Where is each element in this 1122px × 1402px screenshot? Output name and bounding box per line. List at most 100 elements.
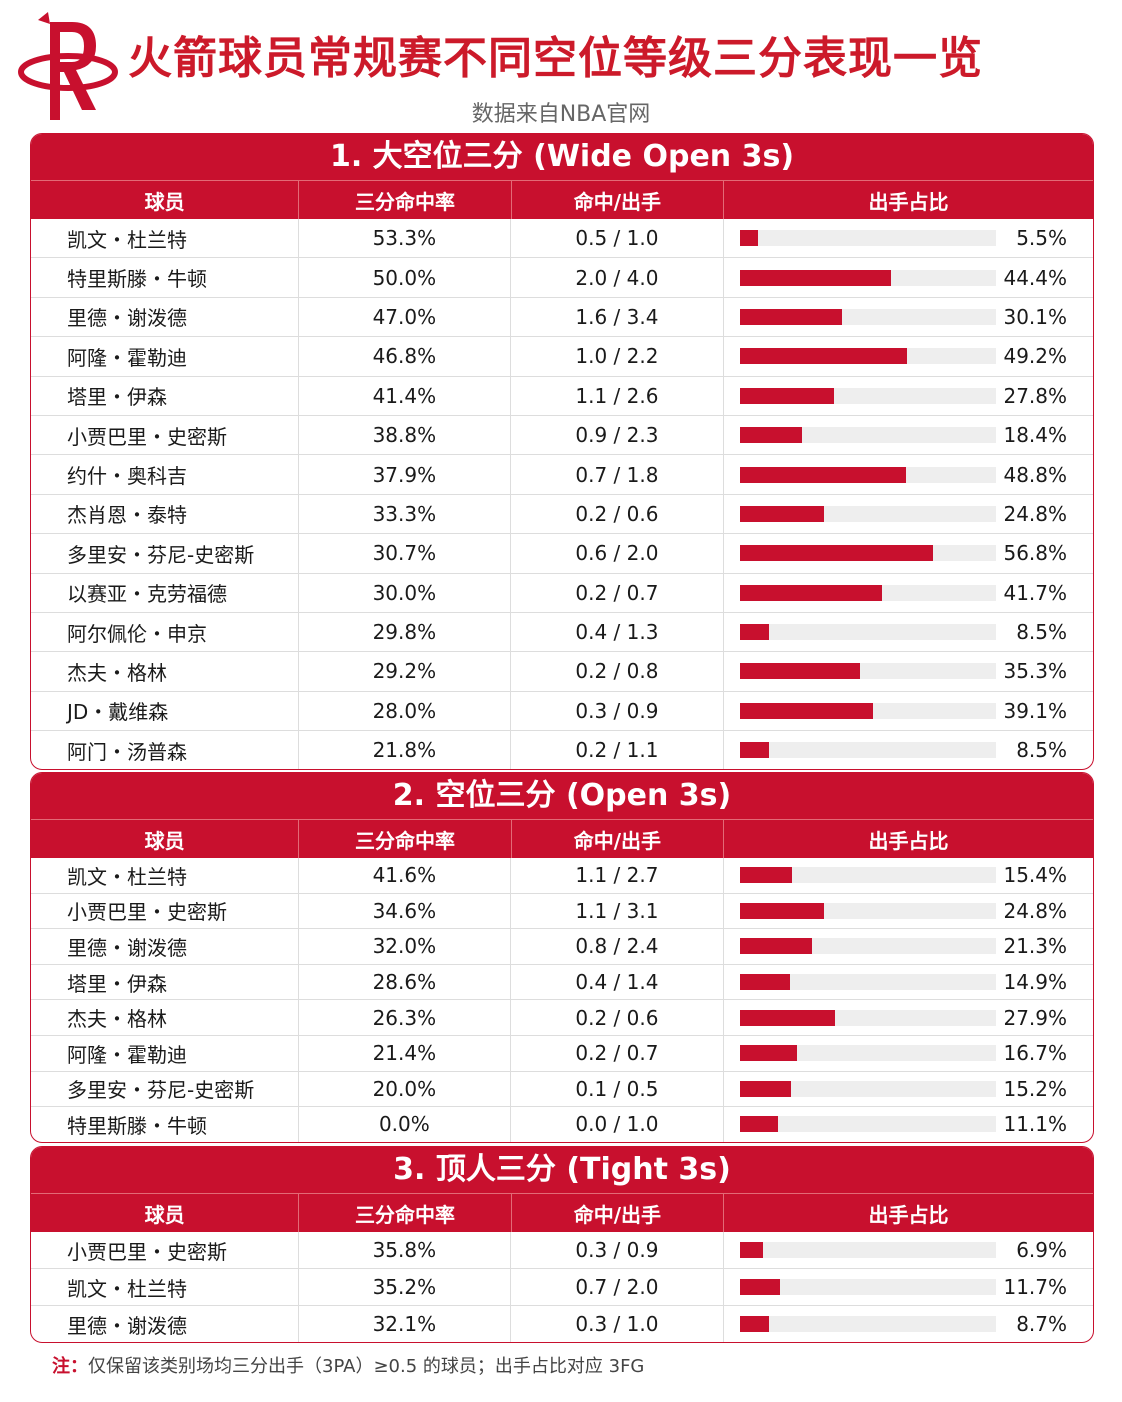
- shot-share-cell: 6.9%: [724, 1232, 1093, 1268]
- three-point-pct: 35.8%: [299, 1232, 512, 1268]
- player-name: 阿门・汤普森: [31, 731, 299, 770]
- three-point-pct: 28.0%: [299, 691, 512, 731]
- share-value-label: 14.9%: [1003, 970, 1068, 995]
- share-value-label: 11.7%: [1003, 1275, 1068, 1299]
- column-header-player: 球员: [31, 181, 300, 219]
- section-title: 1. 大空位三分 (Wide Open 3s): [31, 134, 1093, 180]
- table-row: 阿隆・霍勒迪 46.8% 1.0 / 2.2 49.2%: [31, 336, 1093, 376]
- table-row: 里德・谢泼德 47.0% 1.6 / 3.4 30.1%: [31, 296, 1093, 337]
- player-name: 阿尔佩伦・申京: [31, 612, 299, 652]
- share-value-label: 8.5%: [1016, 738, 1068, 763]
- made-attempted: 0.4 / 1.4: [511, 964, 724, 1000]
- table-row: 杰夫・格林 29.2% 0.2 / 0.8 35.3%: [31, 651, 1093, 691]
- made-attempted: 0.2 / 1.1: [511, 731, 724, 770]
- made-attempted: 0.6 / 2.0: [511, 534, 724, 573]
- shot-share-cell: 48.8%: [724, 455, 1093, 493]
- share-bar-track: [739, 348, 996, 365]
- made-attempted: 0.0 / 1.0: [511, 1107, 724, 1142]
- made-attempted: 0.2 / 0.6: [511, 494, 724, 534]
- footnote: 注：仅保留该类别场均三分出手（3PA）≥0.5 的球员；出手占比对应 3FG: [52, 1352, 644, 1378]
- shot-share-cell: 27.8%: [724, 377, 1093, 415]
- share-bar-track: [739, 269, 996, 286]
- share-value-label: 21.3%: [1003, 934, 1068, 959]
- player-name: 塔里・伊森: [31, 376, 299, 415]
- table-row: 阿门・汤普森 21.8% 0.2 / 1.1 8.5%: [31, 730, 1093, 770]
- table-row: 杰肖恩・泰特 33.3% 0.2 / 0.6 24.8%: [31, 493, 1093, 534]
- share-value-label: 24.8%: [1003, 898, 1068, 923]
- three-point-pct: 38.8%: [299, 415, 512, 455]
- player-name: 里德・谢泼德: [31, 297, 299, 337]
- table-row: 小贾巴里・史密斯 34.6% 1.1 / 3.1 24.8%: [31, 892, 1093, 929]
- table-row: 阿尔佩伦・申京 29.8% 0.4 / 1.3 8.5%: [31, 611, 1093, 652]
- made-attempted: 0.7 / 2.0: [511, 1269, 724, 1305]
- share-value-label: 35.3%: [1003, 659, 1068, 684]
- player-name: 阿隆・霍勒迪: [31, 1035, 299, 1071]
- player-name: 多里安・芬尼-史密斯: [31, 1071, 299, 1107]
- share-bar-track: [739, 902, 996, 919]
- section-table-1: 1. 大空位三分 (Wide Open 3s) 球员 三分命中率 命中/出手 出手占比凯…: [30, 133, 1094, 771]
- share-value-label: 44.4%: [1003, 265, 1068, 290]
- share-value-label: 39.1%: [1003, 698, 1068, 723]
- column-header-share: 出手占比: [868, 1202, 949, 1227]
- made-attempted: 0.2 / 0.8: [511, 652, 724, 691]
- three-point-pct: 20.0%: [299, 1071, 512, 1107]
- made-attempted: 0.4 / 1.3: [511, 612, 724, 652]
- shot-share-cell: 35.3%: [724, 652, 1093, 690]
- shot-share-cell: 30.1%: [724, 298, 1093, 336]
- section-table-2: 2. 空位三分 (Open 3s) 球员 三分命中率 命中/出手 出手占比 凯文・杜兰特 4…: [30, 772, 1094, 1143]
- share-value-label: 8.7%: [1016, 1312, 1068, 1336]
- share-bar: [739, 1080, 792, 1097]
- column-header-pct: 三分命中率: [299, 820, 512, 858]
- three-point-pct: 41.4%: [299, 376, 512, 415]
- share-bar-track: [739, 624, 996, 641]
- header: 火箭球员常规赛不同空位等级三分表现一览 数据来自NBA官网: [0, 0, 1122, 130]
- table-row: 阿隆・霍勒迪 21.4% 0.2 / 0.7 16.7%: [31, 1034, 1093, 1071]
- share-value-label: 8.5%: [1016, 620, 1068, 645]
- share-bar: [739, 938, 813, 955]
- shot-share-cell: 21.3%: [724, 929, 1093, 964]
- made-attempted: 2.0 / 4.0: [511, 258, 724, 297]
- table-row: 小贾巴里・史密斯 38.8% 0.9 / 2.3 18.4%: [31, 414, 1093, 455]
- shot-share-cell: 16.7%: [724, 1036, 1093, 1071]
- three-point-pct: 34.6%: [299, 893, 512, 929]
- share-value-label: 27.8%: [1003, 383, 1068, 408]
- share-bar: [739, 867, 793, 884]
- share-bar: [739, 1279, 780, 1295]
- three-point-pct: 47.0%: [299, 297, 512, 337]
- share-bar: [739, 624, 769, 641]
- table-row: 凯文・杜兰特 53.3% 0.5 / 1.0 5.5%: [31, 219, 1093, 258]
- table-row: 多里安・芬尼-史密斯 30.7% 0.6 / 2.0 56.8%: [31, 533, 1093, 573]
- share-bar: [739, 974, 791, 991]
- player-name: 多里安・芬尼-史密斯: [31, 534, 299, 573]
- share-value-label: 15.4%: [1003, 863, 1068, 888]
- shot-share-cell: 27.9%: [724, 1000, 1093, 1035]
- share-value-label: 18.4%: [1003, 423, 1068, 448]
- share-value-label: 56.8%: [1003, 541, 1068, 566]
- column-header-pct: 三分命中率: [299, 181, 512, 219]
- table-body: 凯文・杜兰特 41.6% 1.1 / 2.7 15.4% 小贾巴里・史密斯 34.6% 1.…: [31, 858, 1093, 1142]
- table-row: 杰夫・格林 26.3% 0.2 / 0.6 27.9%: [31, 999, 1093, 1035]
- section-title: 2. 空位三分 (Open 3s): [31, 773, 1093, 819]
- share-value-label: 27.9%: [1003, 1005, 1068, 1030]
- player-name: 凯文・杜兰特: [31, 219, 299, 258]
- share-bar: [739, 230, 759, 247]
- share-bar: [739, 1009, 835, 1026]
- share-bar: [739, 308, 843, 325]
- share-bar: [739, 584, 882, 601]
- share-bar-track: [739, 308, 996, 325]
- table-header: 球员 三分命中率 命中/出手 出手占比: [31, 819, 1093, 858]
- share-bar-track: [739, 427, 996, 444]
- three-point-pct: 21.8%: [299, 731, 512, 770]
- page-title: 火箭球员常规赛不同空位等级三分表现一览: [128, 33, 983, 84]
- table-row: 以赛亚・克劳福德 30.0% 0.2 / 0.7 41.7%: [31, 572, 1093, 612]
- share-bar-track: [739, 584, 996, 601]
- share-value-label: 49.2%: [1003, 344, 1068, 369]
- player-name: 凯文・杜兰特: [31, 858, 299, 893]
- share-bar-track: [739, 1080, 996, 1097]
- rockets-logo: [18, 12, 118, 120]
- three-point-pct: 32.0%: [299, 929, 512, 964]
- player-name: 塔里・伊森: [31, 964, 299, 1000]
- made-attempted: 0.5 / 1.0: [511, 219, 724, 258]
- made-attempted: 0.2 / 0.7: [511, 1035, 724, 1071]
- share-bar: [739, 269, 891, 286]
